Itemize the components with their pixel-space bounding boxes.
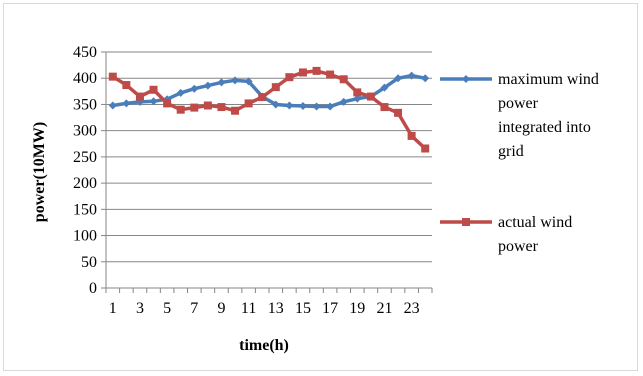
series-2-point bbox=[258, 93, 267, 102]
series-2-point bbox=[394, 108, 403, 117]
legend-label-line: grid bbox=[498, 143, 524, 160]
series-2-point bbox=[231, 106, 240, 115]
series-1-point bbox=[108, 101, 117, 110]
series-2-point bbox=[108, 72, 117, 81]
legend-swatch-marker-1 bbox=[462, 75, 470, 83]
series-1-point bbox=[285, 101, 294, 110]
series-2-point bbox=[203, 101, 212, 110]
series-2-point bbox=[163, 99, 172, 108]
series-2-point bbox=[298, 68, 307, 77]
legend-label-line: power bbox=[498, 238, 539, 255]
legend-label-line: actual wind bbox=[498, 214, 572, 231]
series-1-point bbox=[394, 74, 403, 83]
legend: maximum wind power integrated into grid actu… bbox=[440, 71, 599, 255]
series-1-point bbox=[298, 102, 307, 111]
y-tick-label-300: 300 bbox=[73, 123, 97, 140]
legend-label-line: maximum wind bbox=[498, 71, 599, 88]
series-2-point bbox=[244, 99, 253, 108]
series-1-point bbox=[217, 78, 226, 87]
x-tick-label-9: 9 bbox=[217, 300, 225, 317]
y-tick-label-450: 450 bbox=[73, 44, 97, 61]
x-tick-label-11: 11 bbox=[241, 300, 256, 317]
series-2-point bbox=[217, 103, 226, 112]
series-2-point bbox=[339, 75, 348, 84]
y-tick-label-200: 200 bbox=[73, 175, 97, 192]
series-2-point bbox=[122, 81, 131, 90]
legend-swatch-marker-2 bbox=[462, 218, 470, 226]
legend-label-2: actual wind power bbox=[498, 214, 572, 255]
axes bbox=[101, 51, 433, 293]
series-1-point bbox=[149, 97, 158, 106]
series-2-point bbox=[407, 131, 416, 140]
legend-label-1: maximum wind power integrated into grid bbox=[498, 71, 599, 160]
chart-frame bbox=[3, 3, 638, 371]
y-tick-label-0: 0 bbox=[89, 280, 97, 297]
series-2 bbox=[108, 66, 430, 153]
x-tick-label-1: 1 bbox=[109, 300, 117, 317]
series-2-point bbox=[149, 85, 158, 94]
x-axis-title: time(h) bbox=[239, 337, 289, 354]
legend-label-line: power bbox=[498, 95, 539, 112]
series-2-point bbox=[380, 103, 389, 112]
x-tick-label-5: 5 bbox=[163, 300, 171, 317]
series-1-point bbox=[190, 84, 199, 93]
series-2-point bbox=[353, 88, 362, 97]
series-1-point bbox=[407, 71, 416, 80]
x-tick-labels: 1 3 5 7 9 11 13 15 17 19 21 23 bbox=[109, 300, 420, 317]
gridlines bbox=[106, 51, 432, 263]
series-2-point bbox=[285, 73, 294, 82]
series-1-point bbox=[176, 88, 185, 97]
series-lines bbox=[108, 66, 430, 153]
x-tick-label-19: 19 bbox=[349, 300, 365, 317]
series-2-point bbox=[271, 83, 280, 92]
y-tick-label-250: 250 bbox=[73, 149, 97, 166]
series-2-line bbox=[111, 69, 427, 150]
x-tick-label-13: 13 bbox=[268, 300, 284, 317]
y-tick-labels: 0 50 100 150 200 250 300 350 400 450 bbox=[73, 44, 97, 297]
series-1-point bbox=[231, 76, 240, 85]
y-tick-label-150: 150 bbox=[73, 201, 97, 218]
x-tick-label-17: 17 bbox=[322, 300, 338, 317]
series-2-point bbox=[366, 92, 375, 101]
x-tick-label-7: 7 bbox=[190, 300, 198, 317]
series-1-point bbox=[380, 83, 389, 92]
x-tick-label-21: 21 bbox=[376, 300, 392, 317]
y-axis-title: power(10MW) bbox=[31, 122, 48, 222]
series-1-point bbox=[271, 100, 280, 109]
y-tick-label-50: 50 bbox=[81, 254, 97, 271]
y-tick-label-350: 350 bbox=[73, 96, 97, 113]
series-2-point bbox=[421, 144, 430, 153]
series-1-point bbox=[312, 102, 321, 111]
series-1-point bbox=[244, 77, 253, 86]
legend-label-line: integrated into bbox=[498, 119, 591, 136]
series-1-point bbox=[421, 74, 430, 83]
y-tick-label-100: 100 bbox=[73, 228, 97, 245]
series-1-point bbox=[326, 102, 335, 111]
series-1-point bbox=[353, 94, 362, 103]
x-tick-label-3: 3 bbox=[136, 300, 144, 317]
series-2-point bbox=[176, 105, 185, 114]
series-2-point bbox=[312, 66, 321, 75]
x-tick-label-23: 23 bbox=[404, 300, 420, 317]
series-1-point bbox=[203, 81, 212, 90]
series-1-point bbox=[339, 97, 348, 106]
series-2-point bbox=[135, 92, 144, 101]
series-2-point bbox=[326, 70, 335, 79]
y-tick-label-400: 400 bbox=[73, 70, 97, 87]
series-1-point bbox=[122, 99, 131, 108]
series-2-point bbox=[190, 103, 199, 112]
x-tick-label-15: 15 bbox=[295, 300, 311, 317]
